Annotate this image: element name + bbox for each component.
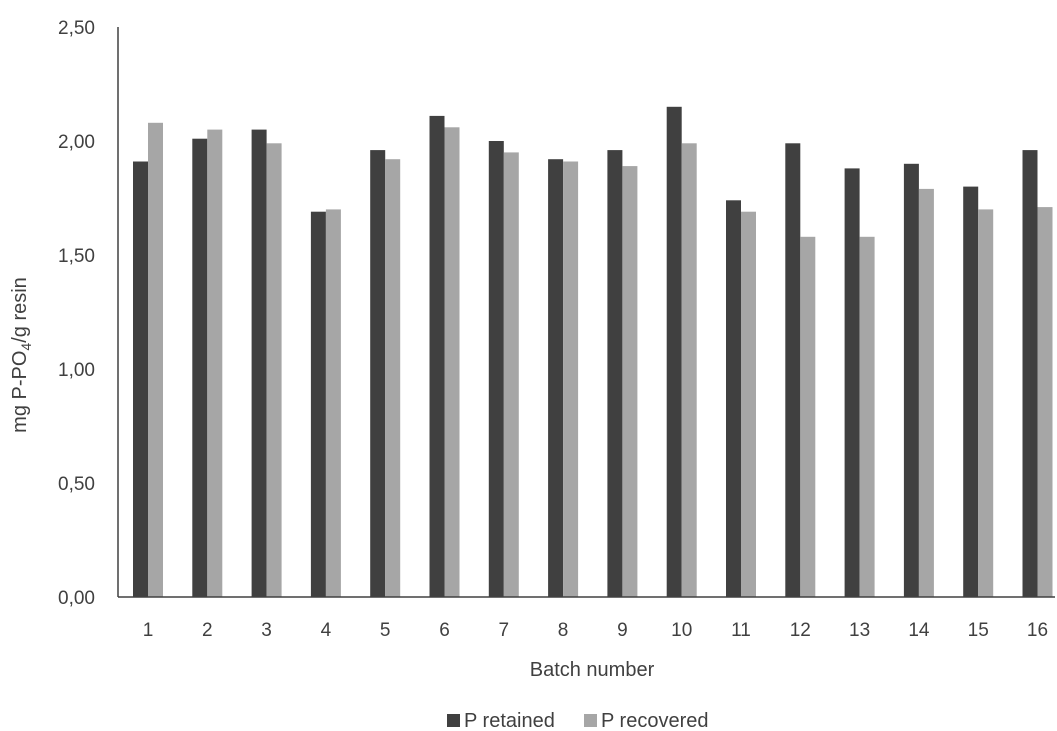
bar-p-retained-batch-16 bbox=[1022, 150, 1038, 597]
bar-p-retained-batch-14 bbox=[903, 163, 919, 598]
bar-p-retained-batch-2 bbox=[192, 138, 208, 597]
x-tick-label: 7 bbox=[499, 620, 510, 641]
bar-p-retained-batch-13 bbox=[844, 168, 860, 597]
bar-p-retained-batch-1 bbox=[133, 161, 148, 597]
legend: P retained P recovered bbox=[447, 710, 708, 731]
x-tick-label: 3 bbox=[261, 620, 272, 641]
x-tick-label: 16 bbox=[1027, 620, 1048, 641]
bar-p-recovered-batch-11 bbox=[741, 211, 756, 597]
bar-p-retained-batch-10 bbox=[666, 106, 682, 598]
bar-p-recovered-batch-9 bbox=[622, 166, 638, 597]
bar-p-recovered-batch-16 bbox=[1037, 207, 1053, 597]
bar-p-recovered-batch-13 bbox=[859, 236, 875, 598]
x-tick-label: 2 bbox=[202, 620, 213, 641]
bar-p-retained-batch-9 bbox=[607, 150, 623, 597]
x-tick-label: 9 bbox=[617, 620, 628, 641]
y-axis-title-tail: /g resin bbox=[9, 277, 31, 343]
x-axis-title: Batch number bbox=[530, 659, 655, 681]
x-tick-label: 6 bbox=[439, 620, 450, 641]
x-tick-label: 5 bbox=[380, 620, 391, 641]
bar-p-recovered-batch-3 bbox=[266, 143, 282, 598]
bar-p-retained-batch-3 bbox=[251, 129, 267, 597]
bar-p-retained-batch-5 bbox=[370, 150, 386, 597]
y-tick-label: 1,00 bbox=[58, 360, 95, 381]
x-tick-label: 15 bbox=[968, 620, 989, 641]
legend-label-p-recovered: P recovered bbox=[601, 710, 708, 731]
bar-p-retained-batch-8 bbox=[548, 159, 564, 597]
y-axis-title: mg P-PO4/g resin bbox=[9, 277, 34, 433]
legend-swatch-p-recovered bbox=[584, 714, 597, 727]
bar-p-retained-batch-6 bbox=[429, 115, 445, 598]
y-tick-label: 2,50 bbox=[58, 18, 95, 39]
x-tick-label: 4 bbox=[321, 620, 332, 641]
bars bbox=[133, 106, 1053, 598]
x-tick-label: 14 bbox=[908, 620, 930, 641]
y-tick-label: 0,50 bbox=[58, 474, 95, 495]
bar-p-retained-batch-7 bbox=[488, 141, 504, 597]
x-tick-label: 11 bbox=[731, 620, 751, 641]
bar-p-recovered-batch-8 bbox=[563, 161, 579, 597]
bar-p-retained-batch-11 bbox=[726, 200, 741, 598]
bar-p-retained-batch-12 bbox=[785, 143, 801, 598]
legend-swatch-p-retained bbox=[447, 714, 460, 727]
bar-p-recovered-batch-1 bbox=[148, 122, 163, 598]
x-tick-label: 12 bbox=[790, 620, 811, 641]
bar-p-retained-batch-4 bbox=[310, 211, 326, 597]
bar-p-recovered-batch-6 bbox=[444, 127, 460, 598]
bar-p-retained-batch-15 bbox=[963, 186, 979, 597]
x-tick-label: 8 bbox=[558, 620, 569, 641]
y-tick-label: 1,50 bbox=[58, 246, 95, 267]
y-axis-ticks: 0,00 0,50 1,00 1,50 2,00 2,50 bbox=[58, 18, 95, 609]
bar-p-recovered-batch-7 bbox=[503, 152, 519, 597]
x-tick-label: 13 bbox=[849, 620, 870, 641]
y-axis-title-main: mg P-PO bbox=[9, 351, 31, 433]
bar-p-recovered-batch-15 bbox=[978, 209, 994, 597]
x-tick-label: 10 bbox=[671, 620, 692, 641]
y-tick-label: 0,00 bbox=[58, 588, 95, 609]
x-axis-ticks: 1 2 3 4 5 6 7 8 9 10 11 12 13 14 15 16 bbox=[143, 620, 1048, 641]
y-axis-title-subscript: 4 bbox=[18, 343, 34, 351]
bar-p-recovered-batch-10 bbox=[681, 143, 697, 598]
y-tick-label: 2,00 bbox=[58, 132, 95, 153]
x-tick-label: 1 bbox=[143, 620, 154, 641]
bar-p-recovered-batch-5 bbox=[385, 159, 401, 597]
bar-p-recovered-batch-4 bbox=[325, 209, 341, 597]
bar-p-recovered-batch-2 bbox=[207, 129, 223, 597]
bar-p-recovered-batch-14 bbox=[918, 188, 934, 597]
bar-p-recovered-batch-12 bbox=[800, 236, 816, 598]
legend-label-p-retained: P retained bbox=[464, 710, 555, 731]
